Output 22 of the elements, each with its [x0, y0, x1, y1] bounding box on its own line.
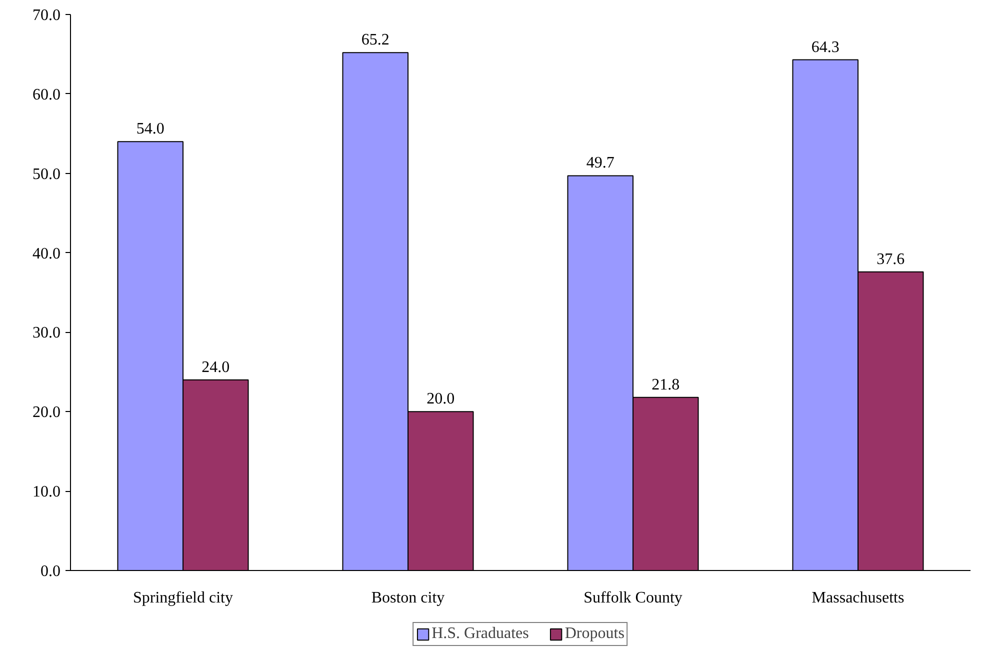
data-label: 64.3 [811, 38, 840, 56]
data-label: 24.0 [202, 358, 230, 376]
legend-label: Dropouts [564, 625, 624, 643]
y-tick-label: 40.0 [32, 245, 60, 262]
data-label: 65.2 [361, 32, 390, 49]
data-label: 37.6 [876, 250, 905, 268]
x-tick-label: Suffolk County [584, 590, 682, 606]
y-tick-label: 50.0 [32, 166, 60, 183]
legend-label: H.S. Graduates [432, 625, 529, 643]
y-tick-label: 10.0 [32, 484, 60, 501]
y-tick-label: 20.0 [32, 404, 60, 422]
x-tick-label: Massachusetts [812, 590, 904, 606]
y-tick-label: 0.0 [40, 563, 60, 580]
y-tick-label: 30.0 [32, 324, 60, 342]
data-label: 54.0 [136, 120, 164, 138]
x-tick-label: Springfield city [133, 590, 233, 606]
x-tick-label: Boston city [371, 590, 445, 606]
data-label: 21.8 [652, 376, 680, 394]
data-label: 20.0 [426, 390, 455, 408]
y-tick-label: 60.0 [32, 86, 60, 104]
data-label: 49.7 [586, 154, 614, 172]
y-tick-label: 70.0 [32, 7, 60, 24]
